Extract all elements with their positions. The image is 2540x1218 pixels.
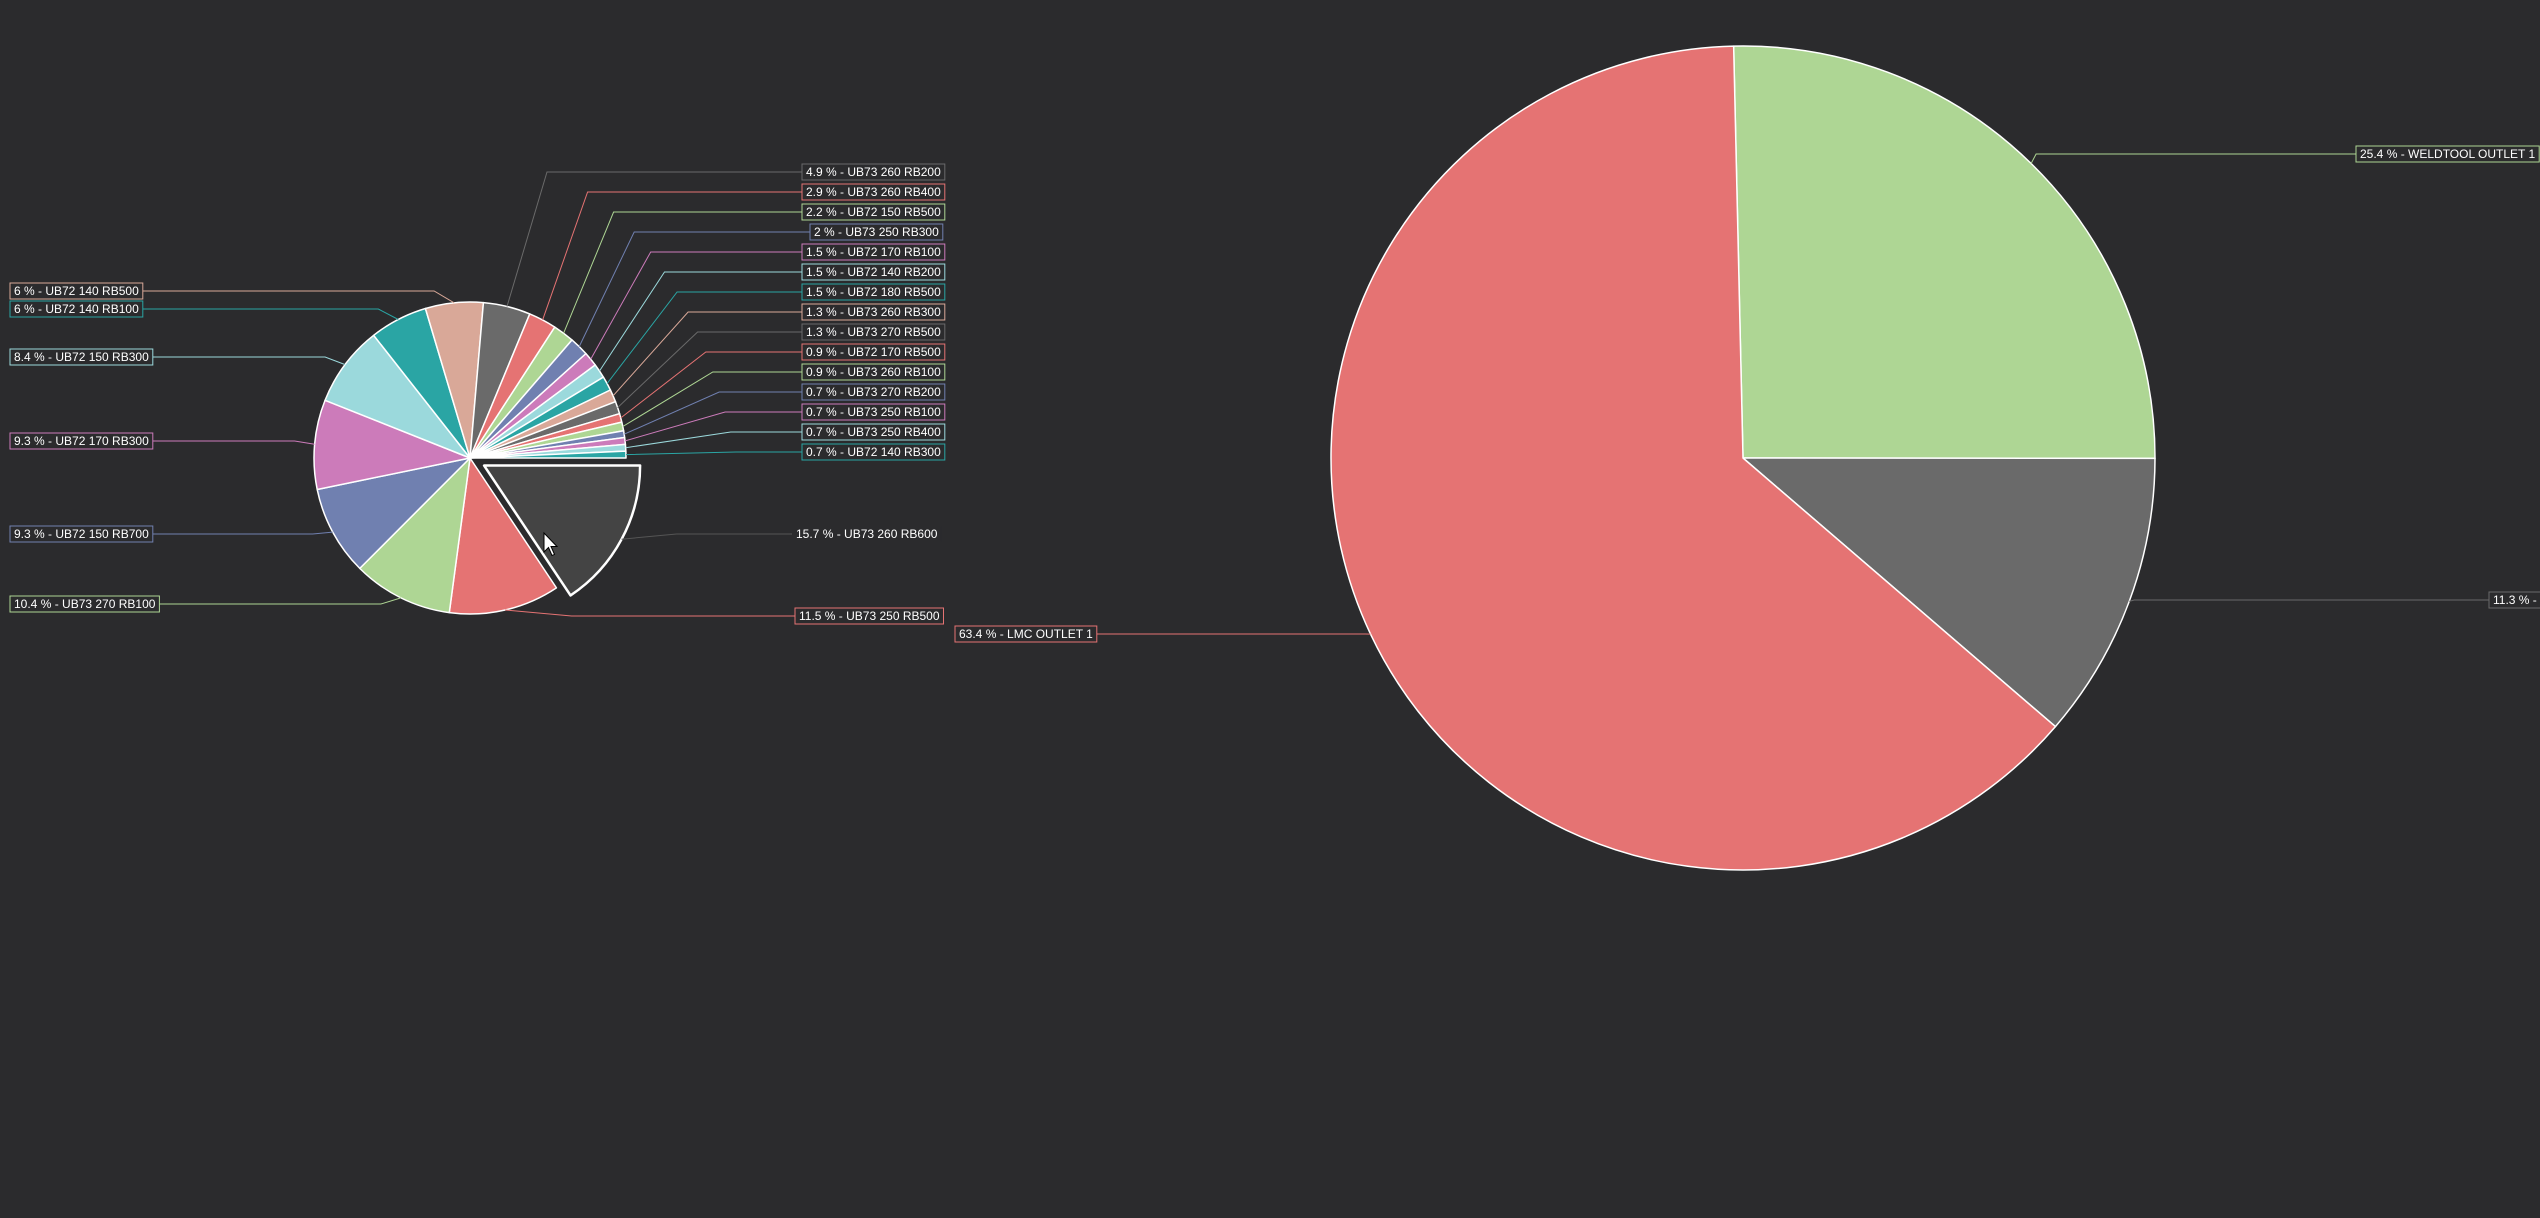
slice-label: 8.4 % - UB72 150 RB300 (10, 349, 153, 365)
slice-label-text: 1.5 % - UB72 180 RB500 (806, 285, 941, 299)
slice-label: 0.7 % - UB73 270 RB200 (802, 384, 945, 400)
slice-label-text: 1.3 % - UB73 260 RB300 (806, 305, 941, 319)
leader-line (143, 309, 398, 320)
slice-label-text: 25.4 % - WELDTOOL OUTLET 1 (2360, 147, 2535, 161)
slice-label-text: 4.9 % - UB73 260 RB200 (806, 165, 941, 179)
slice-label-text: 2.9 % - UB73 260 RB400 (806, 185, 941, 199)
slice-label: 1.3 % - UB73 270 RB500 (802, 324, 945, 340)
leader-line (624, 392, 802, 434)
leader-line (625, 412, 802, 441)
slice-label-text: 0.7 % - UB73 270 RB200 (806, 385, 941, 399)
slice-label: 2 % - UB73 250 RB300 (810, 224, 943, 240)
slice-label-text: 2.2 % - UB72 150 RB500 (806, 205, 941, 219)
leader-line (159, 598, 401, 604)
slice-label-text: 9.3 % - UB72 150 RB700 (14, 527, 149, 541)
leader-line (143, 291, 454, 303)
slice-label: 11.5 % - UB73 250 RB500 (795, 608, 944, 624)
slice-label-text: 0.7 % - UB73 250 RB400 (806, 425, 941, 439)
slice-label: 0.9 % - UB73 260 RB100 (802, 364, 945, 380)
pie-chart-right: 25.4 % - WELDTOOL OUTLET 1 11.3 % - SMPS 6… (955, 46, 2540, 870)
slice-label: 2.9 % - UB73 260 RB400 (802, 184, 945, 200)
slice-label: 4.9 % - UB73 260 RB200 (802, 164, 945, 180)
slice-label: 63.4 % - LMC OUTLET 1 (955, 626, 1097, 642)
leader-line (626, 452, 802, 455)
slice-label-text: 10.4 % - UB73 270 RB100 (14, 597, 156, 611)
leader-line (591, 252, 802, 359)
leader-line (505, 610, 795, 616)
slice-label: 1.5 % - UB72 170 RB100 (802, 244, 945, 260)
slice-label-text: 6 % - UB72 140 RB500 (14, 284, 139, 298)
leader-line (622, 534, 792, 539)
leader-line (623, 372, 802, 427)
leader-line (2031, 154, 2356, 164)
slice-label: 0.7 % - UB73 250 RB400 (802, 424, 945, 440)
slice-label-text: 0.7 % - UB73 250 RB100 (806, 405, 941, 419)
leader-line (153, 532, 333, 534)
slice-label: 2.2 % - UB72 150 RB500 (802, 204, 945, 220)
leader-line (543, 192, 802, 320)
slice-label: 0.9 % - UB72 170 RB500 (802, 344, 945, 360)
leader-line (626, 432, 802, 448)
slice-label-text: 8.4 % - UB72 150 RB300 (14, 350, 149, 364)
slice-label: 25.4 % - WELDTOOL OUTLET 1 (2356, 146, 2539, 162)
slice-label: 9.3 % - UB72 170 RB300 (10, 433, 153, 449)
slices (1331, 46, 2155, 870)
slices (314, 302, 640, 614)
slice-label: 10.4 % - UB73 270 RB100 (10, 596, 159, 612)
slice-label-text: 0.9 % - UB73 260 RB100 (806, 365, 941, 379)
slice-label-text: 0.9 % - UB72 170 RB500 (806, 345, 941, 359)
leader-line (564, 212, 802, 333)
slice-label-text: 63.4 % - LMC OUTLET 1 (959, 627, 1093, 641)
leader-line (621, 352, 802, 418)
slice-label-text: 15.7 % - UB73 260 RB600 (796, 527, 938, 541)
slice-label: 1.5 % - UB72 140 RB200 (802, 264, 945, 280)
slice-label: 15.7 % - UB73 260 RB600 (792, 526, 941, 542)
slice-label: 0.7 % - UB72 140 RB300 (802, 444, 945, 460)
slice-label-text: 1.5 % - UB72 170 RB100 (806, 245, 941, 259)
slice-label-text: 11.5 % - UB73 250 RB500 (799, 609, 940, 623)
slice-label: 1.3 % - UB73 260 RB300 (802, 304, 945, 320)
slice-label-text: 6 % - UB72 140 RB100 (14, 302, 139, 316)
pie-chart-left: 15.7 % - UB73 260 RB600 11.5 % - UB73 250… (10, 164, 945, 624)
leader-line (2129, 600, 2489, 601)
leader-line (153, 357, 345, 365)
pie-slice-weldtool-outlet-1[interactable] (1734, 46, 2155, 458)
slice-label: 0.7 % - UB73 250 RB100 (802, 404, 945, 420)
slice-label-text: 2 % - UB73 250 RB300 (814, 225, 939, 239)
slice-label: 9.3 % - UB72 150 RB700 (10, 526, 153, 542)
slice-label: 6 % - UB72 140 RB500 (10, 283, 143, 299)
slice-label-text: 1.5 % - UB72 140 RB200 (806, 265, 941, 279)
slice-label-text: 11.3 % - SMPS (2493, 593, 2540, 607)
slice-label-text: 9.3 % - UB72 170 RB300 (14, 434, 149, 448)
slice-label-text: 0.7 % - UB72 140 RB300 (806, 445, 941, 459)
leader-line (153, 441, 315, 444)
leader-line (613, 312, 802, 396)
slice-label-text: 1.3 % - UB73 270 RB500 (806, 325, 941, 339)
slice-label: 11.3 % - SMPS (2489, 592, 2540, 608)
slice-label: 1.5 % - UB72 180 RB500 (802, 284, 945, 300)
slice-label: 6 % - UB72 140 RB100 (10, 301, 143, 317)
leader-line (579, 232, 810, 347)
